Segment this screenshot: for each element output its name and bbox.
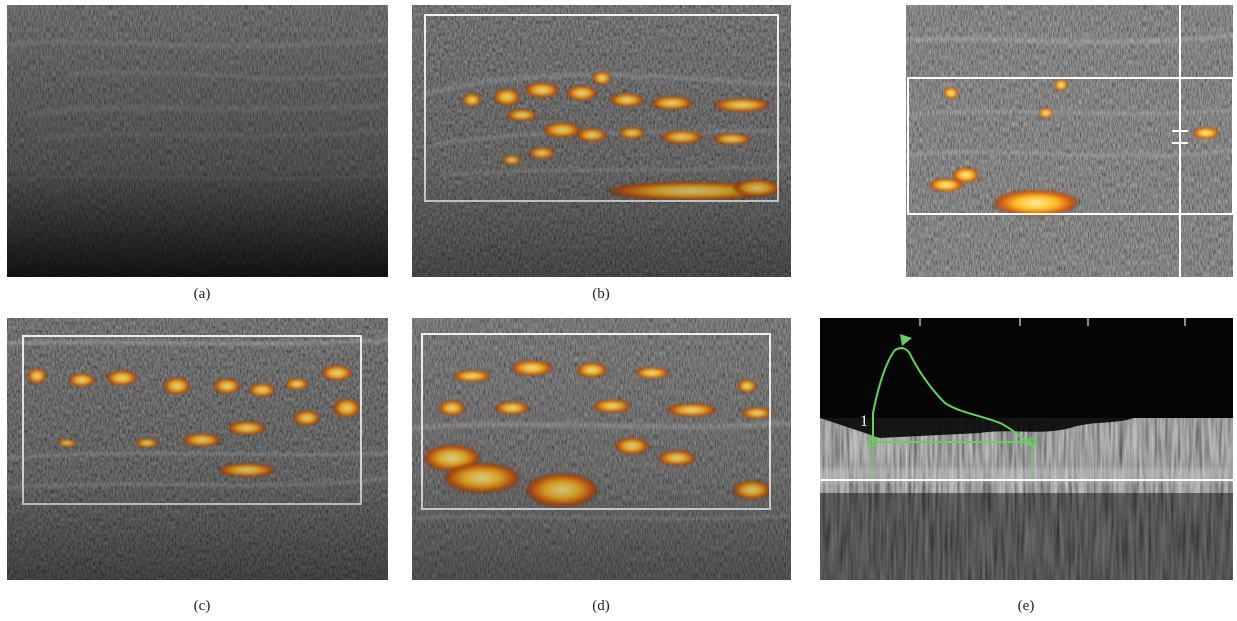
panel-d-image: [412, 318, 791, 580]
panel-b-image: [412, 5, 791, 277]
caption-d: (d): [592, 598, 610, 614]
roi-box: [907, 77, 1233, 215]
ultrasound-grayscale-image: [7, 5, 388, 277]
pulsed-wave-doppler-spectrum: 1: [820, 318, 1233, 580]
peak-marker-icon: [900, 334, 912, 346]
power-doppler-image: [7, 318, 388, 580]
power-doppler-image: [412, 318, 791, 580]
caption-a: (a): [193, 286, 211, 302]
panel-a-image: [7, 5, 388, 277]
time-ticks: [919, 318, 1186, 326]
panel-top-right-image: [906, 5, 1233, 277]
doppler-flow-signals: [928, 79, 1220, 217]
power-doppler-sample-volume-image: [906, 5, 1233, 277]
caption-b: (b): [592, 286, 610, 302]
caption-e: (e): [1017, 598, 1035, 614]
trace-label: 1: [860, 413, 868, 430]
velocity-trace: [868, 334, 1037, 478]
panel-e-image: 1: [820, 318, 1233, 580]
caption-c: (c): [193, 598, 211, 614]
panel-c-image: [7, 318, 388, 580]
sample-volume-gate: [1172, 130, 1188, 144]
power-doppler-image: [412, 5, 791, 277]
